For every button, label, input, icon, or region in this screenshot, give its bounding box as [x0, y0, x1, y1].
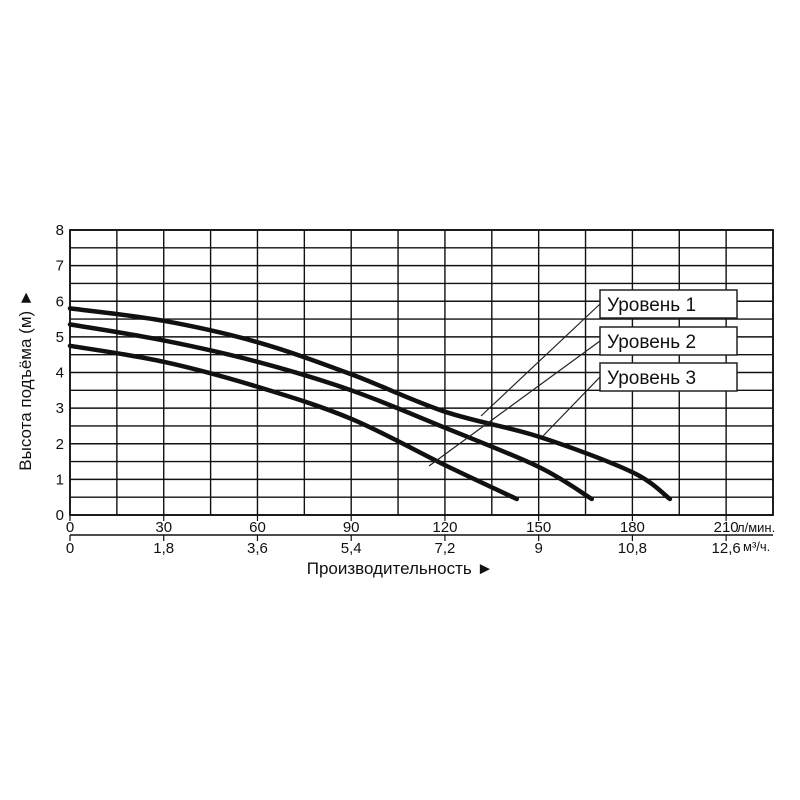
- x-tick-label-primary: 150: [526, 519, 551, 536]
- x-tick-label-primary: 120: [432, 519, 457, 536]
- legend-leader-2: [428, 340, 601, 467]
- legend-box-1: [599, 289, 738, 319]
- x-tick-label-secondary: 7,2: [435, 540, 456, 557]
- x-tick-label-secondary: 12,6: [712, 540, 741, 557]
- series-line-3: [67, 343, 520, 502]
- curves: [67, 306, 673, 502]
- y-axis-title: Высота подъёма (м) ►: [16, 289, 35, 470]
- y-tick-label: 6: [56, 293, 64, 310]
- x-tick-label-primary: 30: [155, 519, 172, 536]
- x-tick-label-primary: 60: [249, 519, 266, 536]
- x-tick-label-primary: 210: [714, 519, 739, 536]
- x-tick-label-secondary: 1,8: [153, 540, 174, 557]
- x-tick-label-secondary: 5,4: [341, 540, 362, 557]
- legend-box-3: [599, 362, 738, 392]
- x-tick-label-primary: 0: [66, 519, 74, 536]
- legend-label-3: Уровень 3: [607, 368, 696, 389]
- tick-labels: 0 1 2 3 4 5 6 7 8 0 30 60 90 120 150 180 210 0 1,8 3,6 5,4 7,…: [56, 222, 741, 557]
- x-unit-secondary: м³/ч.: [743, 539, 770, 554]
- x-tick-label-secondary: 3,6: [247, 540, 268, 557]
- x-tick-label-secondary: 9: [534, 540, 542, 557]
- y-tick-label: 7: [56, 258, 64, 275]
- y-tick-label: 5: [56, 329, 64, 346]
- y-tick-label: 4: [56, 365, 64, 382]
- y-tick-label: 1: [56, 471, 64, 488]
- series-line-1: [67, 306, 673, 502]
- x-unit-primary: л/мин.: [737, 520, 775, 535]
- grid: [69, 229, 774, 536]
- y-tick-label: 3: [56, 400, 64, 417]
- y-tick-label: 8: [56, 222, 64, 239]
- x-tick-label-secondary: 10,8: [618, 540, 647, 557]
- x-tick-label-primary: 90: [343, 519, 360, 536]
- x-axis-title: Производительность ►: [307, 559, 494, 578]
- legend-label-2: Уровень 2: [607, 332, 696, 353]
- y-tick-label: 2: [56, 436, 64, 453]
- legend: Уровень 1 Уровень 2 Уровень 3: [428, 289, 738, 467]
- plot-frame: [69, 229, 774, 516]
- legend-box-2: [599, 326, 738, 356]
- x-tick-label-secondary: 0: [66, 540, 74, 557]
- legend-leader-1: [480, 303, 601, 417]
- y-tick-label: 0: [56, 507, 64, 524]
- legend-leader-3: [542, 376, 601, 437]
- x-tick-label-primary: 180: [620, 519, 645, 536]
- legend-label-1: Уровень 1: [607, 295, 696, 316]
- series-line-2: [67, 322, 595, 502]
